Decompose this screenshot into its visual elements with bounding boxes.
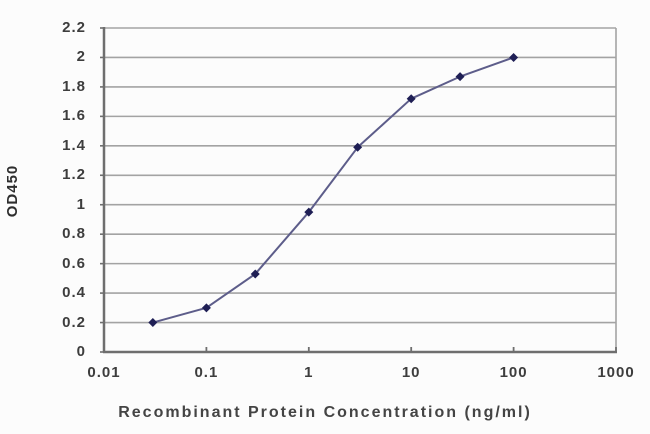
x-tick-label: 10 xyxy=(401,364,421,381)
data-point-marker xyxy=(304,207,314,217)
x-tick-label: 1 xyxy=(304,364,314,381)
series-line xyxy=(152,56,514,324)
data-point-marker xyxy=(509,52,519,62)
data-point-marker xyxy=(406,94,416,104)
y-tick-label: 0.6 xyxy=(62,254,86,272)
y-tick-label: 1.6 xyxy=(62,107,86,125)
y-tick-label: 1 xyxy=(76,195,86,213)
y-tick-label: 0 xyxy=(76,343,86,360)
data-point-marker xyxy=(250,269,260,279)
y-tick-label: 1.8 xyxy=(62,77,86,95)
y-tick-label: 0.2 xyxy=(62,313,86,331)
y-tick-label: 0.4 xyxy=(62,284,86,302)
x-axis-title: Recombinant Protein Concentration (ng/ml… xyxy=(118,404,532,421)
x-tick-label: 0.1 xyxy=(194,364,219,381)
y-tick-label: 0.8 xyxy=(62,225,86,243)
y-tick-label: 1.2 xyxy=(62,166,86,184)
y-tick-label: 2.2 xyxy=(62,19,86,36)
y-axis-title: OD450 xyxy=(4,164,21,218)
x-tick-label: 1000 xyxy=(597,364,635,381)
data-point-marker xyxy=(148,318,158,328)
data-point-marker xyxy=(201,303,211,313)
x-tick-label: 100 xyxy=(499,364,528,381)
y-tick-label: 2 xyxy=(76,48,86,66)
x-tick-label: 0.01 xyxy=(87,364,121,381)
data-point-marker xyxy=(455,72,465,82)
data-point-marker xyxy=(353,142,363,152)
y-tick-label: 1.4 xyxy=(62,136,86,154)
